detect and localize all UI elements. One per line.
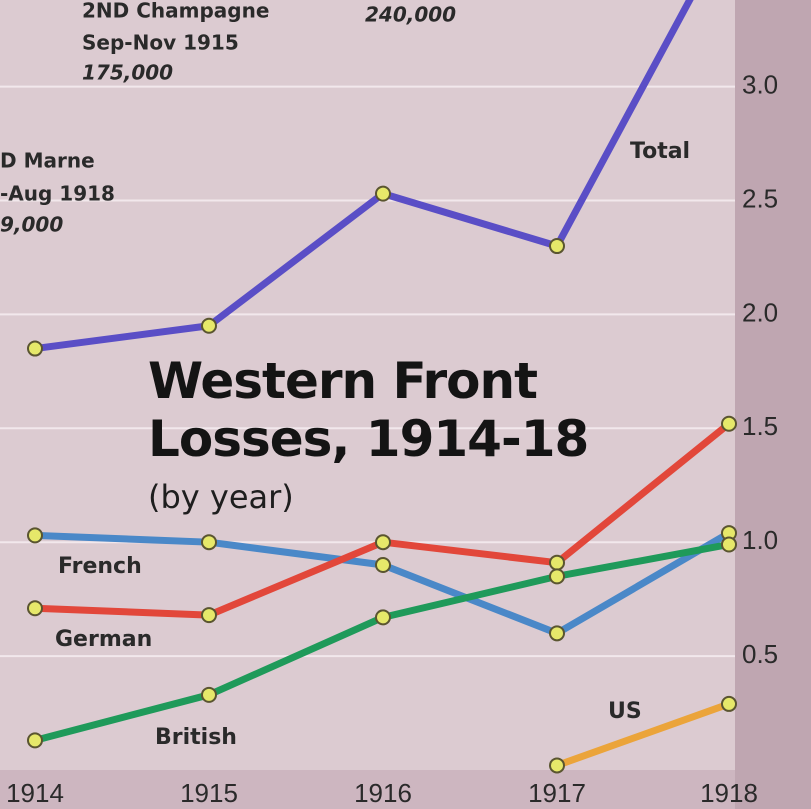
series-label: French bbox=[58, 554, 142, 579]
annotation: Sep-Nov 1915 bbox=[82, 31, 239, 55]
data-point bbox=[201, 317, 217, 334]
data-point bbox=[721, 415, 737, 432]
y-tick-label: 2.0 bbox=[742, 297, 778, 327]
x-tick-label: 1916 bbox=[354, 778, 412, 808]
y-tick-label: 0.5 bbox=[742, 639, 778, 669]
data-point bbox=[375, 185, 391, 202]
data-point bbox=[375, 534, 391, 551]
annotation: -Aug 1918 bbox=[0, 182, 115, 206]
annotation: 175,000 bbox=[82, 61, 173, 85]
annotation: 9,000 bbox=[0, 213, 63, 237]
x-tick-label: 1914 bbox=[6, 778, 64, 808]
x-tick-label: 1918 bbox=[700, 778, 758, 808]
data-point bbox=[549, 554, 565, 571]
x-tick-label: 1917 bbox=[528, 778, 586, 808]
data-point bbox=[201, 534, 217, 551]
chart-title: Western Front Losses, 1914-18 bbox=[148, 352, 589, 468]
data-point bbox=[27, 600, 43, 617]
data-point bbox=[721, 695, 737, 712]
data-point bbox=[27, 340, 43, 357]
data-point bbox=[549, 757, 565, 774]
y-tick-label: 3.0 bbox=[742, 69, 778, 99]
y-tick-label: 1.5 bbox=[742, 411, 778, 441]
data-point bbox=[375, 556, 391, 573]
x-tick-label: 1915 bbox=[180, 778, 238, 808]
data-point bbox=[549, 568, 565, 585]
series-label: German bbox=[55, 627, 152, 652]
data-point bbox=[549, 238, 565, 255]
y-tick-label: 1.0 bbox=[742, 525, 778, 555]
annotation: D Marne bbox=[0, 149, 95, 173]
y-tick-label: 2.5 bbox=[742, 183, 778, 213]
series-label: British bbox=[155, 725, 237, 750]
annotation: 240,000 bbox=[365, 3, 456, 27]
data-point bbox=[27, 732, 43, 749]
lines bbox=[27, 0, 737, 774]
data-point bbox=[721, 536, 737, 553]
data-point bbox=[201, 686, 217, 703]
series-label: US bbox=[608, 699, 642, 724]
chart-subtitle: (by year) bbox=[148, 478, 294, 516]
series-label: Total bbox=[630, 139, 690, 164]
data-point bbox=[201, 607, 217, 624]
data-point bbox=[549, 625, 565, 642]
plot-area bbox=[0, 0, 735, 770]
series-line bbox=[555, 700, 731, 769]
data-point bbox=[27, 527, 43, 544]
data-point bbox=[375, 609, 391, 626]
right-strip bbox=[735, 0, 811, 809]
annotation: 2ND Champagne bbox=[82, 0, 269, 23]
